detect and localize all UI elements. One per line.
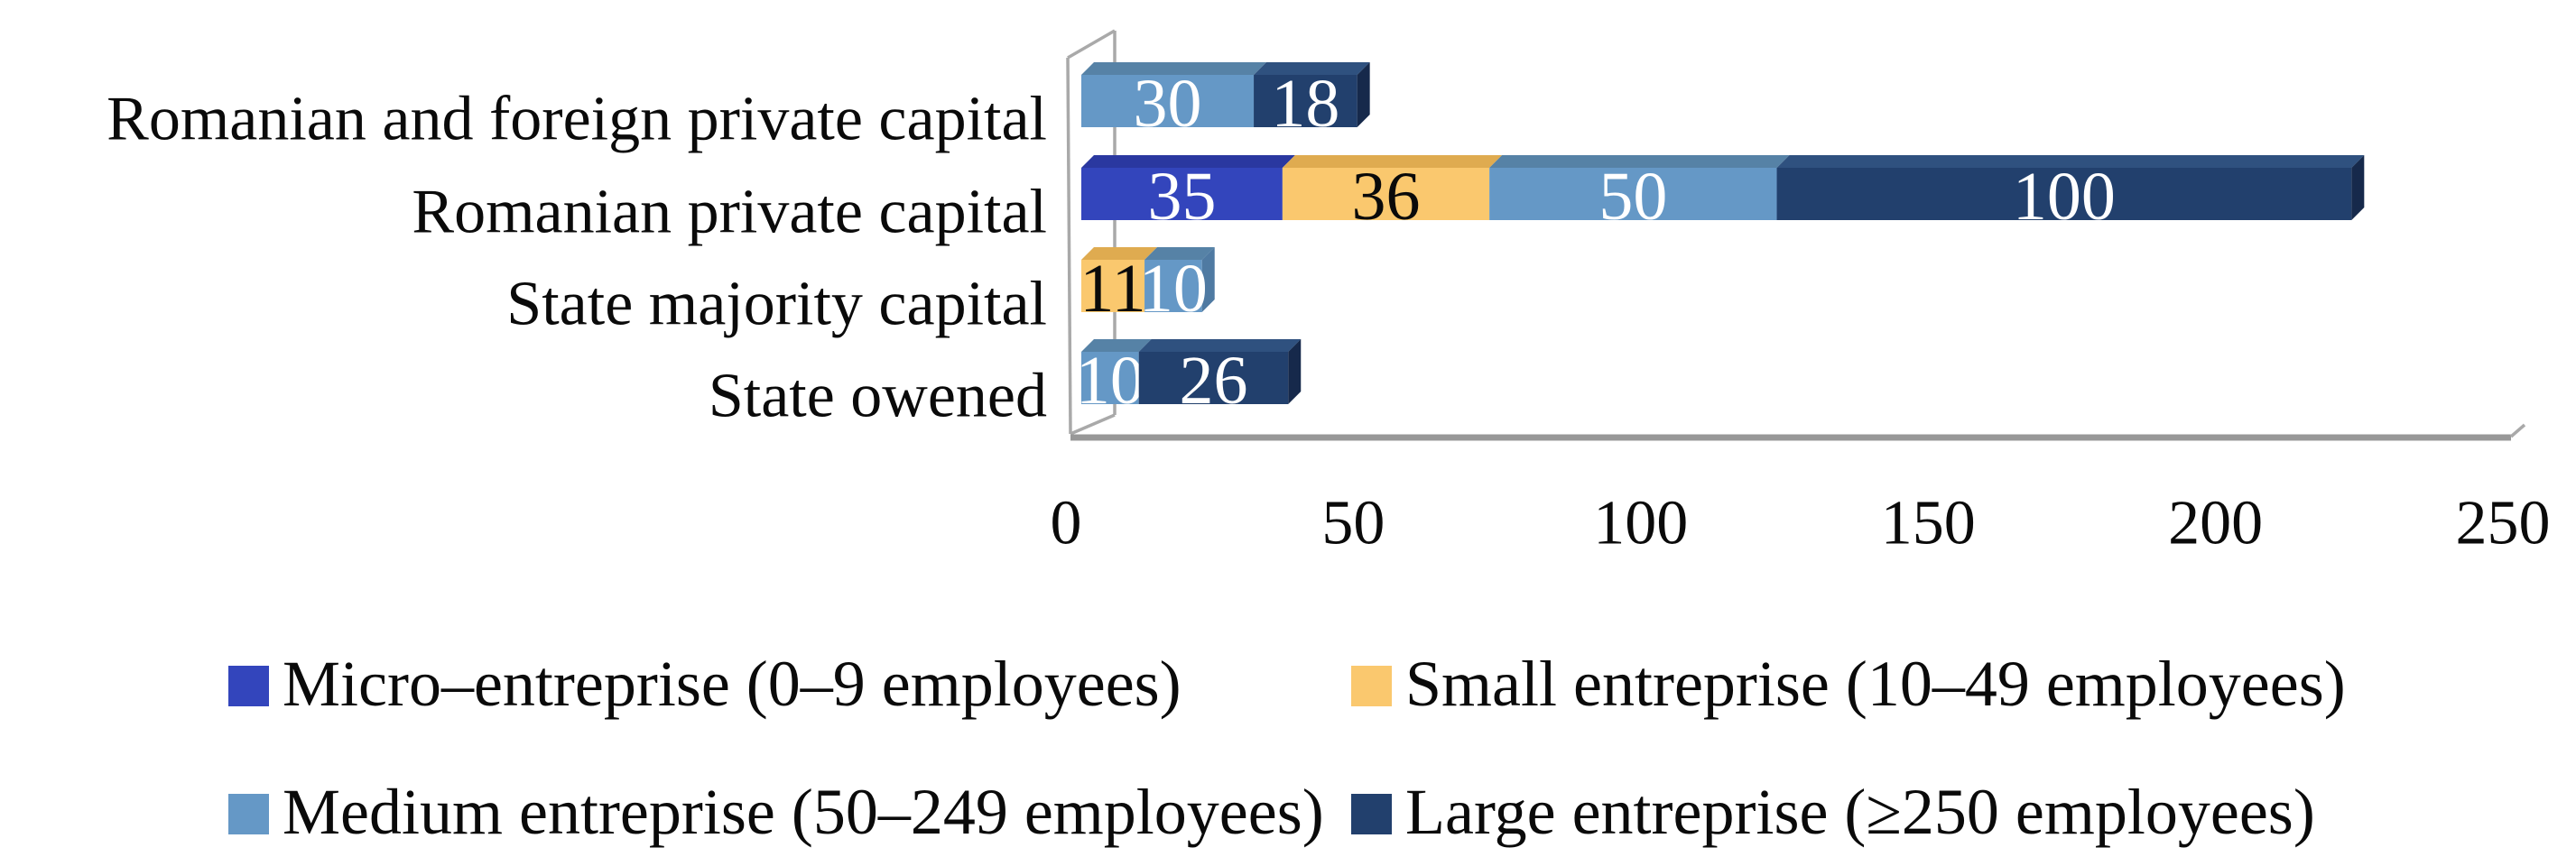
bar-segment [1081,168,1283,220]
x-tick-label: 100 [1593,489,1688,558]
bar-value-label: 18 [1271,66,1339,142]
bar-segment [1282,168,1490,220]
x-tick-label: 200 [2168,489,2263,558]
bar-segment-top-face [1081,155,1295,168]
bar-segment [1081,260,1145,312]
legend-label: Micro–entreprise (0–9 employees) [283,648,1181,720]
category-axis-labels: Romanian and foreign private capital Roma… [107,85,1047,431]
bar-value-label: 10 [1139,251,1208,327]
bar-segment-side-face [2351,155,2365,220]
bar-segment-side-face [1288,339,1302,404]
bar-segment [1081,352,1139,404]
axis-bottom-depth-line [1070,413,1116,436]
bar-segment-top-face [1081,62,1267,75]
bar-segment-side-face [1357,62,1370,127]
bar-segment [1254,75,1357,127]
legend-item: Large entreprise (≥250 employees) [1351,776,2315,848]
bar-segment [1489,168,1777,220]
axis-floor-end-depth-line [2509,423,2526,438]
axis-front-wall-line [1066,57,1072,435]
bar-segment [1081,75,1255,127]
bar-segment-side-face [1201,247,1215,312]
bar-value-label: 35 [1147,159,1216,235]
bar-value-label: 11 [1080,251,1145,327]
category-label: State majority capital [506,270,1047,339]
bar-value-label: 26 [1179,343,1247,419]
bar-value-label: 10 [1076,343,1144,419]
category-label: Romanian private capital [412,178,1047,247]
bar-value-label: 100 [2013,159,2116,235]
legend-label: Large entreprise (≥250 employees) [1405,776,2315,848]
x-tick-label: 50 [1321,489,1385,558]
legend-item: Small entreprise (10–49 employees) [1351,648,2346,720]
legend-item: Medium entreprise (50–249 employees) [228,776,1324,848]
value-axis-labels: 0 50 100 150 200 250 [1051,489,2551,558]
legend-swatch [1351,666,1392,706]
bar-segment [1776,168,2352,220]
legend: Micro–entreprise (0–9 employees) Small en… [228,648,2346,848]
bar-segment [1138,352,1289,404]
bar-segment [1144,260,1202,312]
bar-segment-top-face [1254,62,1370,75]
category-label: State owened [709,362,1047,431]
bar-segment-top-face [1489,155,1790,168]
bar-segment-top-face [1081,339,1152,352]
bar-segment-top-face [1138,339,1302,352]
bar-value-label: 36 [1352,159,1421,235]
bar-value-label: 30 [1134,66,1202,142]
bar-segment-top-face [1081,247,1158,260]
legend-swatch [228,794,269,834]
legend-swatch [1351,794,1392,834]
bar-value-label: 50 [1598,159,1667,235]
legend-swatch [228,666,269,706]
legend-item: Micro–entreprise (0–9 employees) [228,648,1181,720]
bar-segment-top-face [1144,247,1215,260]
bar-segment-top-face [1776,155,2365,168]
x-tick-label: 150 [1881,489,1976,558]
bar-segment-top-face [1282,155,1503,168]
category-label: Romanian and foreign private capital [107,85,1047,154]
x-tick-label: 250 [2456,489,2551,558]
x-tick-label: 0 [1051,489,1082,558]
legend-label: Medium entreprise (50–249 employees) [283,776,1324,848]
legend-label: Small entreprise (10–49 employees) [1405,648,2346,720]
axis-top-depth-line [1067,29,1116,60]
